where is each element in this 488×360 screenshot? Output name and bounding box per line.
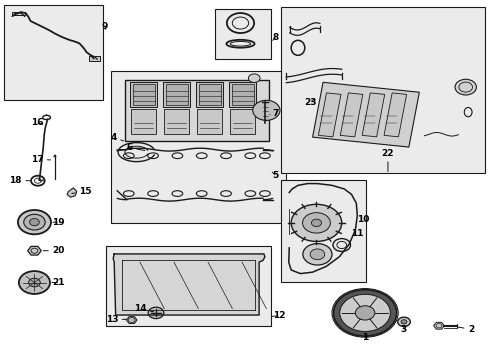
Text: 23: 23 bbox=[304, 98, 316, 107]
Text: 19: 19 bbox=[52, 218, 65, 227]
Text: 13: 13 bbox=[105, 315, 127, 324]
Circle shape bbox=[339, 294, 389, 332]
Circle shape bbox=[397, 317, 409, 327]
Text: 22: 22 bbox=[381, 149, 393, 171]
Bar bbox=[231, 84, 253, 105]
Bar bbox=[199, 84, 220, 105]
Circle shape bbox=[290, 204, 341, 242]
Circle shape bbox=[302, 213, 330, 233]
Text: 4: 4 bbox=[110, 132, 123, 141]
Circle shape bbox=[148, 307, 163, 319]
Bar bbox=[12, 12, 25, 15]
FancyBboxPatch shape bbox=[4, 5, 103, 100]
Text: 15: 15 bbox=[72, 187, 91, 196]
Text: 6: 6 bbox=[126, 143, 144, 152]
Bar bbox=[197, 109, 221, 134]
Circle shape bbox=[400, 320, 406, 324]
FancyBboxPatch shape bbox=[281, 180, 366, 282]
Circle shape bbox=[311, 219, 321, 226]
Circle shape bbox=[333, 290, 396, 336]
FancyBboxPatch shape bbox=[215, 9, 271, 59]
Polygon shape bbox=[126, 317, 137, 323]
Bar bbox=[165, 84, 187, 105]
Bar bbox=[230, 109, 254, 134]
Bar bbox=[383, 93, 406, 137]
Text: 3: 3 bbox=[399, 325, 406, 334]
Bar bbox=[164, 109, 188, 134]
Bar bbox=[131, 109, 155, 134]
Polygon shape bbox=[113, 254, 264, 315]
Circle shape bbox=[19, 271, 50, 294]
Bar bbox=[163, 82, 190, 107]
Bar bbox=[196, 82, 223, 107]
Bar bbox=[132, 84, 154, 105]
Circle shape bbox=[30, 219, 39, 226]
Text: 8: 8 bbox=[272, 33, 278, 42]
Text: 14: 14 bbox=[133, 304, 153, 313]
Circle shape bbox=[252, 100, 280, 120]
Bar bbox=[229, 82, 256, 107]
Bar bbox=[89, 56, 100, 62]
Bar bbox=[312, 82, 419, 147]
Bar bbox=[362, 93, 384, 137]
Circle shape bbox=[18, 210, 51, 234]
Text: 16: 16 bbox=[30, 118, 43, 127]
Bar bbox=[130, 82, 157, 107]
Circle shape bbox=[302, 244, 331, 265]
Text: 10: 10 bbox=[356, 215, 368, 224]
Text: 7: 7 bbox=[269, 109, 279, 118]
Polygon shape bbox=[28, 246, 41, 255]
Circle shape bbox=[24, 214, 45, 230]
Text: 20: 20 bbox=[43, 246, 65, 255]
Text: 9: 9 bbox=[102, 22, 108, 31]
Circle shape bbox=[355, 306, 374, 320]
Text: 11: 11 bbox=[349, 229, 363, 242]
Text: 17: 17 bbox=[30, 155, 50, 164]
Circle shape bbox=[29, 278, 40, 287]
Polygon shape bbox=[433, 322, 444, 329]
Bar bbox=[125, 80, 268, 141]
Bar bbox=[340, 93, 362, 137]
Circle shape bbox=[248, 74, 260, 82]
Text: 5: 5 bbox=[272, 171, 278, 180]
Text: 1: 1 bbox=[361, 333, 367, 342]
Text: 2: 2 bbox=[457, 325, 473, 334]
Bar bbox=[318, 93, 340, 137]
Polygon shape bbox=[67, 188, 77, 197]
Text: 18: 18 bbox=[9, 176, 30, 185]
Text: 21: 21 bbox=[52, 278, 65, 287]
Text: 12: 12 bbox=[272, 311, 285, 320]
Circle shape bbox=[309, 249, 324, 260]
FancyBboxPatch shape bbox=[281, 7, 484, 173]
FancyBboxPatch shape bbox=[106, 246, 271, 327]
FancyBboxPatch shape bbox=[111, 71, 285, 223]
Circle shape bbox=[454, 79, 475, 95]
